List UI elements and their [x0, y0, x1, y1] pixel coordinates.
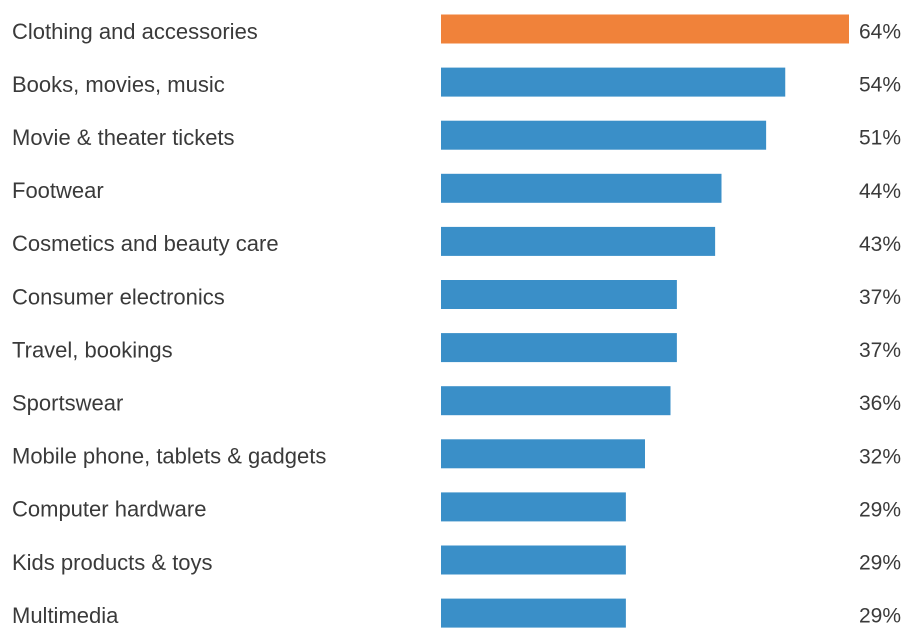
category-label: Cosmetics and beauty care [12, 231, 279, 256]
bar [441, 386, 671, 416]
highlight-bar [441, 14, 849, 44]
value-label: 32% [859, 445, 901, 468]
category-label: Movie & theater tickets [12, 125, 235, 150]
value-label: 29% [859, 605, 901, 628]
bar [441, 439, 645, 469]
bar [441, 492, 626, 522]
bar [441, 173, 722, 203]
bar [441, 598, 626, 628]
bar [441, 280, 677, 309]
value-label: 29% [859, 498, 901, 521]
value-label: 36% [859, 392, 901, 415]
category-label: Consumer electronics [12, 284, 225, 309]
value-label: 64% [859, 21, 901, 44]
bar [441, 333, 677, 363]
value-label: 43% [859, 233, 901, 256]
bar [441, 226, 716, 256]
value-label: 51% [859, 127, 901, 150]
bar [441, 545, 626, 575]
value-label: 37% [859, 339, 901, 362]
category-label: Multimedia [12, 603, 119, 628]
category-label: Mobile phone, tablets & gadgets [12, 444, 326, 469]
category-label: Computer hardware [12, 497, 206, 522]
value-label: 29% [859, 552, 901, 575]
bar [441, 67, 786, 97]
value-label: 37% [859, 286, 901, 309]
category-label: Kids products & toys [12, 550, 213, 575]
value-label: 44% [859, 180, 901, 203]
category-label: Footwear [12, 178, 104, 203]
value-label: 54% [859, 74, 901, 97]
category-label: Clothing and accessories [12, 19, 258, 44]
category-label: Travel, bookings [12, 337, 173, 362]
category-label: Books, movies, music [12, 72, 225, 97]
category-label: Sportswear [12, 391, 123, 416]
bar [441, 120, 767, 150]
